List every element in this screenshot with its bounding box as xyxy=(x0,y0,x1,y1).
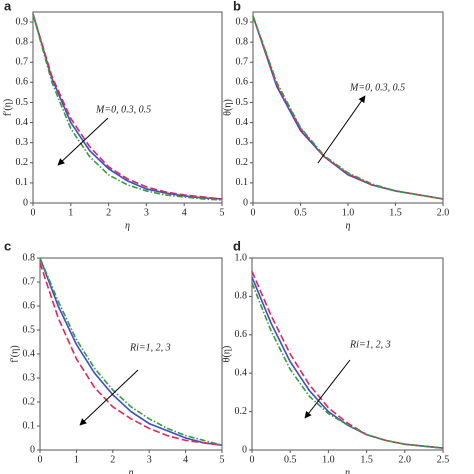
y-tick-label: 0.1 xyxy=(236,177,249,188)
data-line xyxy=(252,15,444,200)
y-tick-label: 0.8 xyxy=(236,36,249,47)
plot-frame xyxy=(251,257,444,451)
annotation-arrow xyxy=(57,117,109,166)
y-axis-label: θ(η) xyxy=(222,99,233,116)
y-tick-label: 0.3 xyxy=(236,137,249,148)
y-tick-label: 0.9 xyxy=(16,16,29,27)
x-tick-label: 0.5 xyxy=(294,207,307,218)
plot-frame xyxy=(39,257,223,451)
x-tick-label: 1.0 xyxy=(322,454,335,465)
data-line xyxy=(39,257,223,446)
x-tick-label: 1.0 xyxy=(342,207,355,218)
x-tick-label: 0 xyxy=(31,207,36,218)
y-tick-label: 0 xyxy=(242,444,247,455)
y-tick-label: 0.5 xyxy=(16,97,29,108)
annotation-arrow xyxy=(79,369,139,426)
y-tick-label: 0.2 xyxy=(236,157,249,168)
y-tick-label: 0.6 xyxy=(235,329,248,340)
x-tick-label: 4 xyxy=(182,207,187,218)
y-tick-label: 0.2 xyxy=(235,406,248,417)
x-tick-label: 2.5 xyxy=(437,454,450,465)
annotation-arrow xyxy=(317,95,366,164)
data-line xyxy=(251,271,444,449)
x-tick-label: 3 xyxy=(147,454,152,465)
y-tick-label: 0.4 xyxy=(235,367,248,378)
x-tick-label: 1 xyxy=(74,454,79,465)
y-tick-label: 0.3 xyxy=(23,372,36,383)
x-tick-label: 5 xyxy=(220,454,225,465)
x-tick-label: 4 xyxy=(183,454,188,465)
y-tick-label: 0.6 xyxy=(23,300,36,311)
y-tick-label: 0.7 xyxy=(236,57,249,68)
y-tick-label: 0.5 xyxy=(236,97,249,108)
data-line xyxy=(32,13,223,201)
x-tick-label: 2 xyxy=(110,454,115,465)
annotation: M=0, 0.3, 0.5 xyxy=(349,82,405,93)
y-tick-label: 0.7 xyxy=(16,57,29,68)
annotation-arrow xyxy=(304,359,351,419)
x-tick-label: 1.5 xyxy=(389,207,402,218)
panel-letter: a xyxy=(4,0,12,13)
y-tick-label: 0.8 xyxy=(23,252,36,263)
x-axis-label: η xyxy=(125,220,130,231)
y-tick-label: 1.0 xyxy=(235,252,248,263)
x-tick-label: 0.5 xyxy=(284,454,297,465)
y-tick-label: 0 xyxy=(30,444,35,455)
data-line xyxy=(251,282,444,449)
y-tick-label: 0.6 xyxy=(236,77,249,88)
panel-letter: d xyxy=(233,238,241,253)
x-tick-label: 3 xyxy=(144,207,149,218)
x-axis-label: η xyxy=(345,467,350,474)
annotation: Ri=1, 2, 3 xyxy=(349,339,391,350)
y-tick-label: 0.3 xyxy=(16,137,29,148)
y-tick-label: 0.6 xyxy=(16,77,29,88)
x-axis-label: η xyxy=(129,467,134,474)
data-line xyxy=(39,262,223,446)
data-line xyxy=(32,13,223,200)
y-tick-label: 0 xyxy=(23,197,28,208)
x-axis-label: η xyxy=(346,220,351,231)
y-tick-label: 0.5 xyxy=(23,324,36,335)
y-tick-label: 0.7 xyxy=(23,276,36,287)
panel-letter: b xyxy=(233,0,241,13)
x-tick-label: 2.0 xyxy=(437,207,450,218)
y-axis-label: f′(η) xyxy=(9,345,20,362)
y-tick-label: 0.1 xyxy=(16,177,29,188)
data-line xyxy=(32,13,223,200)
y-tick-label: 0.8 xyxy=(16,36,29,47)
x-tick-label: 0 xyxy=(38,454,43,465)
annotation: M=0, 0.3, 0.5 xyxy=(95,104,151,115)
y-tick-label: 0.9 xyxy=(236,16,249,27)
data-line xyxy=(39,257,223,446)
y-tick-label: 0.2 xyxy=(23,396,36,407)
x-tick-label: 0 xyxy=(250,454,255,465)
y-tick-label: 0 xyxy=(243,197,248,208)
y-tick-label: 0.1 xyxy=(23,420,36,431)
x-tick-label: 2 xyxy=(106,207,111,218)
x-tick-label: 0 xyxy=(251,207,256,218)
x-tick-label: 1.5 xyxy=(360,454,373,465)
y-tick-label: 0.4 xyxy=(236,117,249,128)
y-tick-label: 0.2 xyxy=(16,157,29,168)
annotation: Ri=1, 2, 3 xyxy=(129,342,171,353)
x-tick-label: 1 xyxy=(68,207,73,218)
panel-letter: c xyxy=(4,238,11,253)
plot-frame xyxy=(32,11,223,204)
y-axis-label: θ(η) xyxy=(221,346,232,363)
y-tick-label: 0.4 xyxy=(16,117,29,128)
y-axis-label: f′(η) xyxy=(2,99,13,116)
y-tick-label: 0.4 xyxy=(23,348,36,359)
x-tick-label: 2.0 xyxy=(399,454,412,465)
y-tick-label: 0.8 xyxy=(235,291,248,302)
data-line xyxy=(252,15,444,200)
x-tick-label: 5 xyxy=(220,207,225,218)
data-line xyxy=(252,15,444,200)
